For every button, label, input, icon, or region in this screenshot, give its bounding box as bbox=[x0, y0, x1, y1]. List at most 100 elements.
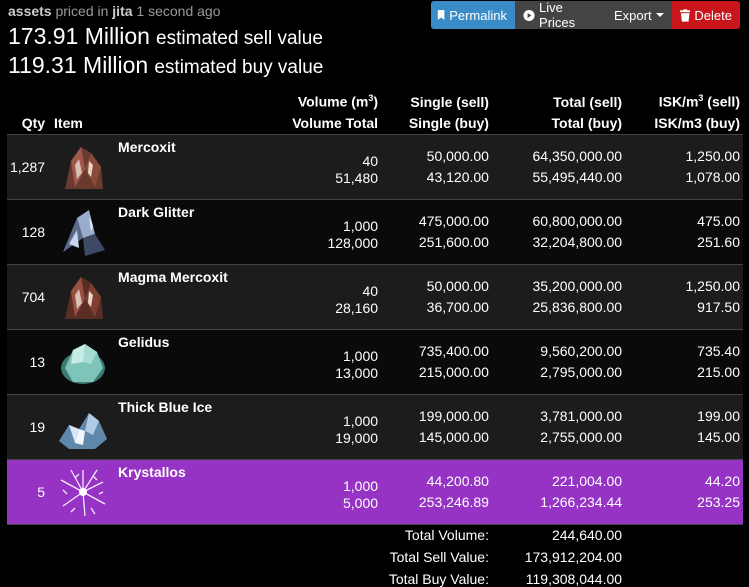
item-name-link[interactable]: Krystallos bbox=[118, 463, 186, 480]
item-isk-m3-sell: 1,250.00 bbox=[685, 277, 741, 294]
total-buy-label: Total Buy Value: bbox=[388, 570, 489, 587]
permalink-label: Permalink bbox=[449, 7, 507, 23]
item-isk-m3-buy: 1,078.00 bbox=[685, 168, 741, 185]
item-volume-cell: 1,000 19,000 bbox=[287, 394, 381, 459]
item-total-cell: 3,781,000.00 2,755,000.00 bbox=[492, 394, 625, 459]
item-isk-m3-cell: 44.20 253.25 bbox=[625, 459, 743, 524]
item-total-buy: 1,266,234.44 bbox=[540, 493, 623, 510]
item-isk-m3-buy: 145.00 bbox=[697, 428, 740, 445]
mercoxit-icon[interactable] bbox=[51, 134, 115, 199]
item-total-cell: 60,800,000.00 32,204,800.00 bbox=[492, 199, 625, 264]
item-total-buy: 2,795,000.00 bbox=[540, 363, 623, 380]
live-prices-button[interactable]: Live Prices bbox=[515, 0, 606, 30]
magma-mercoxit-icon[interactable] bbox=[51, 264, 115, 329]
total-header[interactable]: Total (sell) Total (buy) bbox=[492, 88, 625, 134]
item-qty: 128 bbox=[21, 223, 46, 240]
sell-value-label: estimated sell value bbox=[156, 28, 323, 49]
item-total-buy: 55,495,440.00 bbox=[532, 168, 623, 185]
item-single-buy: 36,700.00 bbox=[426, 298, 489, 315]
item-qty: 5 bbox=[37, 483, 46, 500]
item-volume-total: 128,000 bbox=[327, 235, 379, 252]
item-single-sell: 50,000.00 bbox=[426, 147, 489, 164]
buy-value-amount: 119.31 Million bbox=[8, 52, 149, 78]
item-total-sell: 64,350,000.00 bbox=[532, 147, 623, 164]
permalink-button[interactable]: Permalink bbox=[431, 1, 515, 29]
item-volume-total: 28,160 bbox=[335, 300, 379, 317]
item-name-link[interactable]: Gelidus bbox=[118, 333, 170, 350]
buy-value-summary: 119.31 Million estimated buy value bbox=[8, 52, 323, 79]
total-volume-label: Total Volume: bbox=[404, 526, 489, 543]
item-total-buy: 32,204,800.00 bbox=[532, 233, 623, 250]
result-meta: assets priced in jita 1 second ago bbox=[8, 3, 221, 19]
delete-label: Delete bbox=[694, 7, 732, 23]
krystallos-icon[interactable] bbox=[51, 459, 115, 524]
item-volume: 40 bbox=[362, 153, 379, 170]
item-volume: 1,000 bbox=[343, 413, 379, 430]
item-name-link[interactable]: Dark Glitter bbox=[118, 203, 195, 220]
item-single-buy: 253,246.89 bbox=[418, 493, 489, 510]
table-row[interactable]: 704 Magma Mercoxit 40 28,160 50,000.00 36,700… bbox=[7, 264, 743, 330]
volume-header-label: Volume (m bbox=[297, 93, 369, 110]
item-isk-m3-cell: 735.40 215.00 bbox=[625, 329, 743, 394]
item-isk-m3-buy: 917.50 bbox=[697, 298, 740, 315]
table-row[interactable]: 5 Krystallos 1,000 5,000 44,200.80 253,246.89… bbox=[7, 459, 743, 525]
thick-blue-ice-icon[interactable] bbox=[51, 394, 115, 459]
item-total-sell: 3,781,000.00 bbox=[540, 407, 623, 424]
item-qty: 19 bbox=[29, 418, 46, 435]
table-row[interactable]: 1,287 Mercoxit 40 51,480 50,000.00 43,120.00 6… bbox=[7, 134, 743, 200]
item-volume-total: 5,000 bbox=[343, 495, 379, 512]
export-label: Export bbox=[614, 7, 652, 23]
item-name-link[interactable]: Magma Mercoxit bbox=[118, 268, 228, 285]
sell-value-amount: 173.91 Million bbox=[8, 23, 150, 49]
export-dropdown-button[interactable]: Export bbox=[606, 1, 672, 29]
item-qty: 13 bbox=[29, 353, 46, 370]
item-total-cell: 9,560,200.00 2,795,000.00 bbox=[492, 329, 625, 394]
item-volume-cell: 40 51,480 bbox=[287, 134, 381, 199]
item-isk-m3-cell: 199.00 145.00 bbox=[625, 394, 743, 459]
item-single-cell: 735,400.00 215,000.00 bbox=[381, 329, 492, 394]
item-single-cell: 199,000.00 145,000.00 bbox=[381, 394, 492, 459]
qty-header[interactable]: Qty bbox=[21, 114, 46, 131]
item-volume-total: 51,480 bbox=[335, 170, 379, 187]
item-single-cell: 475,000.00 251,600.00 bbox=[381, 199, 492, 264]
item-isk-m3-sell: 199.00 bbox=[697, 407, 740, 424]
item-isk-m3-sell: 1,250.00 bbox=[685, 147, 741, 164]
live-prices-label: Live Prices bbox=[539, 0, 576, 30]
isk-m3-buy-header: ISK/m3 (buy) bbox=[654, 114, 740, 131]
table-row[interactable]: 19 Thick Blue Ice 1,000 19,000 199,000.00 145… bbox=[7, 394, 743, 460]
item-volume: 1,000 bbox=[343, 348, 379, 365]
item-qty: 704 bbox=[21, 288, 46, 305]
item-volume: 1,000 bbox=[343, 478, 379, 495]
item-single-sell: 50,000.00 bbox=[426, 277, 489, 294]
gelidus-icon[interactable] bbox=[51, 329, 115, 394]
item-volume-cell: 1,000 5,000 bbox=[287, 459, 381, 524]
table-row[interactable]: 128 Dark Glitter 1,000 128,000 475,000.00 251… bbox=[7, 199, 743, 265]
item-isk-m3-buy: 253.25 bbox=[697, 493, 740, 510]
caret-down-icon bbox=[655, 13, 664, 17]
item-name-link[interactable]: Thick Blue Ice bbox=[118, 398, 213, 415]
priced-in-text: priced in bbox=[55, 3, 109, 19]
market-name: jita bbox=[112, 3, 133, 19]
play-circle-icon bbox=[523, 9, 535, 21]
item-total-cell: 221,004.00 1,266,234.44 bbox=[492, 459, 625, 524]
table-header-row: Qty Item Volume (m3) Volume Total Single… bbox=[7, 88, 743, 135]
item-single-sell: 475,000.00 bbox=[418, 212, 489, 229]
isk-m3-header[interactable]: ISK/m3 (sell) ISK/m3 (buy) bbox=[625, 88, 743, 134]
item-total-sell: 9,560,200.00 bbox=[540, 342, 623, 359]
total-buy-value: 119,308,044.00 bbox=[525, 570, 623, 587]
item-total-cell: 35,200,000.00 25,836,800.00 bbox=[492, 264, 625, 329]
delete-button[interactable]: Delete bbox=[672, 1, 740, 29]
table-row[interactable]: 13 Gelidus 1,000 13,000 735,400.00 215,000.00… bbox=[7, 329, 743, 395]
item-isk-m3-cell: 475.00 251.60 bbox=[625, 199, 743, 264]
bookmark-icon bbox=[437, 10, 445, 20]
volume-header[interactable]: Volume (m3) Volume Total bbox=[287, 88, 381, 134]
item-name-link[interactable]: Mercoxit bbox=[118, 138, 176, 155]
dark-glitter-icon[interactable] bbox=[51, 199, 115, 264]
item-volume: 1,000 bbox=[343, 218, 379, 235]
item-isk-m3-sell: 44.20 bbox=[704, 472, 740, 489]
item-volume-cell: 40 28,160 bbox=[287, 264, 381, 329]
item-header[interactable]: Item bbox=[54, 114, 83, 131]
total-sell-label: Total Sell Value: bbox=[389, 548, 489, 565]
item-volume-total: 19,000 bbox=[335, 430, 379, 447]
single-header[interactable]: Single (sell) Single (buy) bbox=[381, 88, 492, 134]
